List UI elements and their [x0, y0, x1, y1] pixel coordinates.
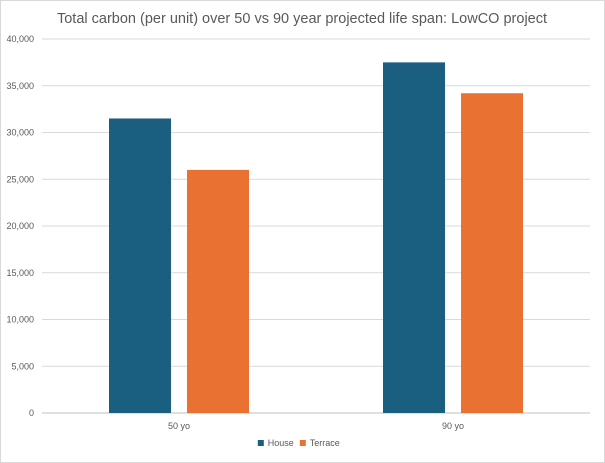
y-tick-label: 40,000	[6, 34, 34, 44]
y-tick-label: 15,000	[6, 268, 34, 278]
x-tick-label: 90 yo	[442, 421, 464, 431]
bar-house-90-yo	[383, 62, 445, 413]
x-axis: 50 yo 90 yo	[168, 421, 464, 431]
y-tick-label: 0	[29, 408, 34, 418]
legend-swatch-terrace	[299, 440, 306, 446]
y-tick-label: 35,000	[6, 81, 34, 91]
legend: House Terrace	[257, 438, 340, 448]
chart-title: Total carbon (per unit) over 50 vs 90 ye…	[57, 11, 547, 27]
legend-swatch-house	[257, 440, 264, 446]
y-tick-label: 10,000	[6, 315, 34, 325]
bar-house-50-yo	[109, 118, 171, 413]
bar-terrace-90-yo	[461, 93, 523, 413]
y-axis: 0 5,000 10,000 15,000 20,000 25,000 30,000 35,0…	[6, 34, 34, 418]
y-tick-label: 30,000	[6, 128, 34, 138]
y-tick-label: 5,000	[11, 361, 34, 371]
y-tick-label: 25,000	[6, 174, 34, 184]
bars	[109, 62, 523, 413]
x-tick-label: 50 yo	[168, 421, 190, 431]
bar-terrace-50-yo	[187, 169, 249, 413]
legend-label-house: House	[268, 438, 294, 448]
legend-label-terrace: Terrace	[310, 438, 340, 448]
y-tick-label: 20,000	[6, 221, 34, 231]
